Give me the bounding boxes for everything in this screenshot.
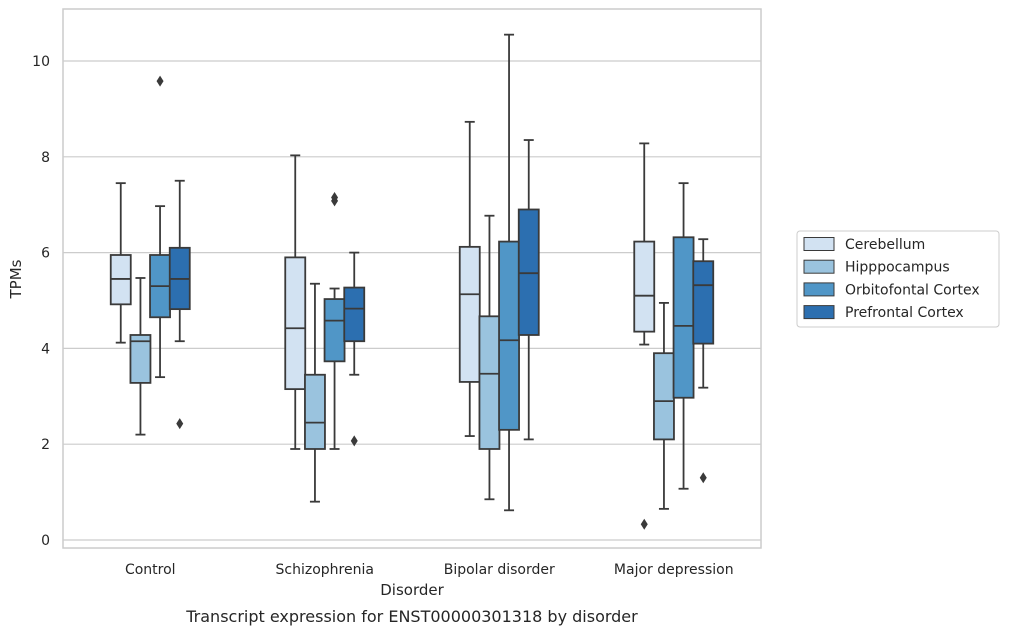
x-tick-label: Control <box>125 562 176 578</box>
outlier-point <box>699 472 707 484</box>
box-iqr <box>498 240 520 431</box>
outlier-point <box>331 192 339 204</box>
box-iqr <box>284 256 307 391</box>
legend-swatch <box>803 282 835 297</box>
box-cerebellum <box>458 120 481 437</box>
chart-caption: Transcript expression for ENST0000030131… <box>185 607 638 626</box>
outlier-point <box>156 75 164 87</box>
outlier-point <box>176 418 184 430</box>
legend-label: Orbitofontal Cortex <box>845 282 980 298</box>
y-axis-title: TPMs <box>7 259 25 299</box>
box-prefrontal-cortex <box>692 238 715 484</box>
legend-label: Cerebellum <box>845 237 925 253</box>
plot-border <box>62 8 762 549</box>
y-tick-label: 4 <box>41 341 50 357</box>
legend: Cerebellum Hipppocampus Orbitofontal Corte… <box>796 230 1000 328</box>
x-tick-label: Major depression <box>614 562 734 578</box>
box-iqr <box>478 315 501 450</box>
box-cerebellum <box>284 154 307 450</box>
box-cerebellum <box>633 142 656 530</box>
legend-label: Hipppocampus <box>845 260 950 276</box>
box-prefrontal-cortex <box>343 251 366 447</box>
box-iqr <box>633 240 656 333</box>
legend-swatch <box>803 237 835 251</box>
box-orbitofontal-cortex <box>149 75 171 379</box>
box-iqr <box>304 373 326 450</box>
legend-swatch <box>803 305 835 320</box>
box-cerebellum <box>109 182 132 344</box>
plot-frame <box>62 8 762 549</box>
box-iqr <box>517 208 540 336</box>
box-iqr <box>672 236 695 399</box>
legend-frame <box>796 230 1000 328</box>
y-tick-label: 10 <box>32 54 50 70</box>
box-iqr <box>343 286 366 343</box>
legend-label: Prefrontal Cortex <box>845 305 964 321</box>
x-tick-label: Schizophrenia <box>276 562 374 578</box>
y-tick-label: 0 <box>41 533 50 549</box>
outlier-point <box>350 435 358 447</box>
box-hipppocampus <box>304 282 326 503</box>
box-iqr <box>129 334 152 384</box>
box-orbitofontal-cortex <box>323 192 346 450</box>
tick-labels: 0 2 4 6 8 10 Control Schizophrenia Bipolar disor… <box>32 54 733 578</box>
x-axis-title: Disorder <box>380 581 444 599</box>
x-tick-label: Bipolar disorder <box>444 562 555 578</box>
y-tick-label: 6 <box>41 246 50 262</box>
box-hipppocampus <box>653 301 675 510</box>
box-hipppocampus <box>478 214 501 501</box>
box-prefrontal-cortex <box>168 179 191 430</box>
box-iqr <box>653 352 675 441</box>
boxes-layer <box>109 33 715 530</box>
box-prefrontal-cortex <box>517 139 540 441</box>
y-tick-label: 8 <box>41 150 50 166</box>
box-orbitofontal-cortex <box>498 33 520 512</box>
box-hipppocampus <box>129 277 152 436</box>
legend-swatch <box>803 259 835 274</box>
box-iqr <box>323 298 346 363</box>
box-iqr <box>458 245 481 383</box>
box-orbitofontal-cortex <box>672 182 695 490</box>
box-iqr <box>692 260 715 345</box>
y-tick-label: 2 <box>41 437 50 453</box>
outlier-point <box>640 518 648 530</box>
